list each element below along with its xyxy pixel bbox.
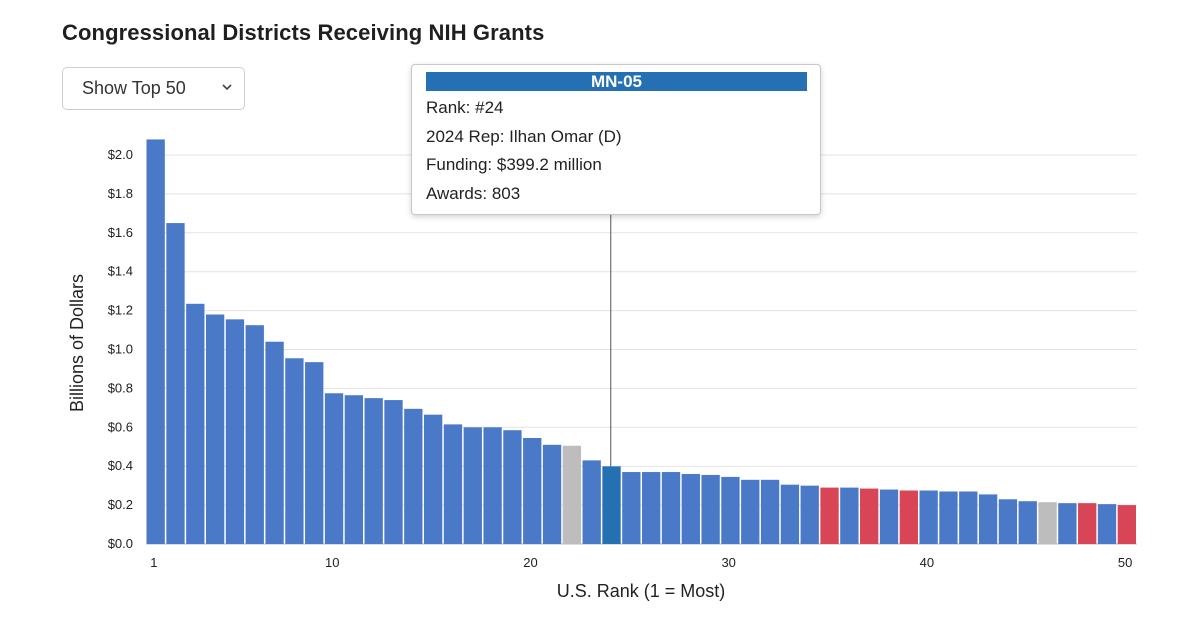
bar-rank-4[interactable]	[205, 314, 225, 544]
bar-rank-28[interactable]	[681, 473, 700, 544]
bar-rank-32[interactable]	[760, 479, 780, 544]
bar-rank-3[interactable]	[186, 303, 205, 544]
bar-rank-7[interactable]	[265, 341, 284, 544]
y-axis-label: Billions of Dollars	[67, 274, 87, 412]
bar-rank-15[interactable]	[423, 414, 443, 544]
bar-rank-5[interactable]	[225, 319, 245, 544]
y-tick-label: $0.0	[108, 536, 133, 551]
bar-rank-31[interactable]	[741, 479, 760, 544]
bar-rank-6[interactable]	[245, 325, 264, 544]
bar-rank-46[interactable]	[1038, 502, 1057, 544]
x-axis-ticks: 1 10 20 30 40 50	[150, 555, 1132, 570]
x-tick-label: 40	[920, 555, 934, 570]
y-tick-label: $0.4	[108, 458, 133, 473]
bar-rank-10[interactable]	[324, 393, 344, 544]
x-axis-label: U.S. Rank (1 = Most)	[557, 581, 726, 601]
x-tick-label: 50	[1118, 555, 1132, 570]
tooltip-district: MN-05	[426, 72, 807, 91]
bar-rank-35[interactable]	[820, 487, 839, 544]
bar-rank-33[interactable]	[780, 484, 800, 544]
bar-rank-23[interactable]	[582, 460, 601, 544]
bar-rank-9[interactable]	[305, 362, 324, 544]
bar-rank-27[interactable]	[661, 472, 681, 544]
bar-rank-17[interactable]	[463, 427, 482, 544]
y-tick-label: $0.6	[108, 419, 133, 434]
bar-rank-34[interactable]	[800, 485, 819, 544]
y-tick-label: $1.0	[108, 342, 133, 357]
bars	[146, 139, 1136, 544]
bar-rank-47[interactable]	[1058, 503, 1077, 544]
page-title: Congressional Districts Receiving NIH Gr…	[62, 20, 545, 45]
bar-rank-18[interactable]	[483, 427, 502, 544]
tooltip-awards: Awards: 803	[426, 183, 521, 203]
bar-rank-13[interactable]	[384, 400, 403, 544]
bar-rank-22[interactable]	[562, 445, 582, 544]
x-tick-label: 10	[325, 555, 339, 570]
chevron-down-icon	[222, 84, 232, 91]
bar-rank-36[interactable]	[840, 487, 859, 544]
x-tick-label: 20	[523, 555, 537, 570]
tooltip-funding: Funding: $399.2 million	[426, 155, 602, 174]
bar-rank-12[interactable]	[364, 398, 383, 544]
bar-rank-30[interactable]	[721, 476, 740, 544]
y-tick-label: $1.4	[108, 264, 133, 279]
bar-rank-20[interactable]	[523, 437, 542, 544]
bar-rank-19[interactable]	[503, 430, 522, 544]
bar-rank-48[interactable]	[1078, 503, 1097, 544]
bar-rank-11[interactable]	[344, 395, 364, 544]
bar-rank-2[interactable]	[166, 223, 185, 544]
bar-rank-29[interactable]	[701, 474, 720, 544]
bar-rank-21[interactable]	[542, 444, 562, 544]
bar-rank-26[interactable]	[642, 472, 661, 544]
dropdown-selected-label: Show Top 50	[82, 78, 186, 98]
bar-rank-40[interactable]	[919, 490, 938, 544]
y-tick-label: $1.6	[108, 225, 133, 240]
y-tick-label: $1.8	[108, 186, 133, 201]
bar-rank-49[interactable]	[1097, 504, 1117, 544]
y-tick-label: $0.8	[108, 380, 133, 395]
bar-rank-50[interactable]	[1117, 505, 1136, 544]
bar-rank-38[interactable]	[879, 489, 899, 544]
y-tick-label: $1.2	[108, 303, 133, 318]
bar-rank-43[interactable]	[978, 494, 998, 544]
tooltip-rank: Rank: #24	[426, 98, 504, 117]
bar-rank-16[interactable]	[443, 424, 463, 544]
bar-rank-42[interactable]	[959, 491, 978, 544]
bar-rank-8[interactable]	[285, 358, 304, 544]
bar-rank-44[interactable]	[998, 499, 1018, 544]
bar-rank-1[interactable]	[146, 139, 165, 544]
bar-rank-41[interactable]	[939, 491, 958, 544]
x-tick-label: 1	[150, 555, 157, 570]
tooltip-rep: 2024 Rep: Ilhan Omar (D)	[426, 126, 622, 146]
y-tick-label: $0.2	[108, 497, 133, 512]
y-tick-label: $2.0	[108, 147, 133, 162]
y-axis-ticks: $0.0 $0.2 $0.4 $0.6 $0.8 $1.0 $1.2 $1.4 $1.6 $1.8…	[108, 147, 133, 551]
bar-rank-25[interactable]	[622, 472, 641, 544]
x-tick-label: 30	[721, 555, 735, 570]
bar-rank-14[interactable]	[404, 408, 423, 544]
bar-rank-45[interactable]	[1018, 501, 1037, 544]
bar-rank-39[interactable]	[899, 490, 918, 544]
bar-rank-37[interactable]	[860, 488, 879, 544]
top-n-dropdown[interactable]: Show Top 50	[62, 67, 245, 110]
bar-rank-24[interactable]	[602, 466, 621, 544]
district-tooltip: MN-05 Rank: #24 2024 Rep: Ilhan Omar (D)…	[411, 64, 821, 215]
